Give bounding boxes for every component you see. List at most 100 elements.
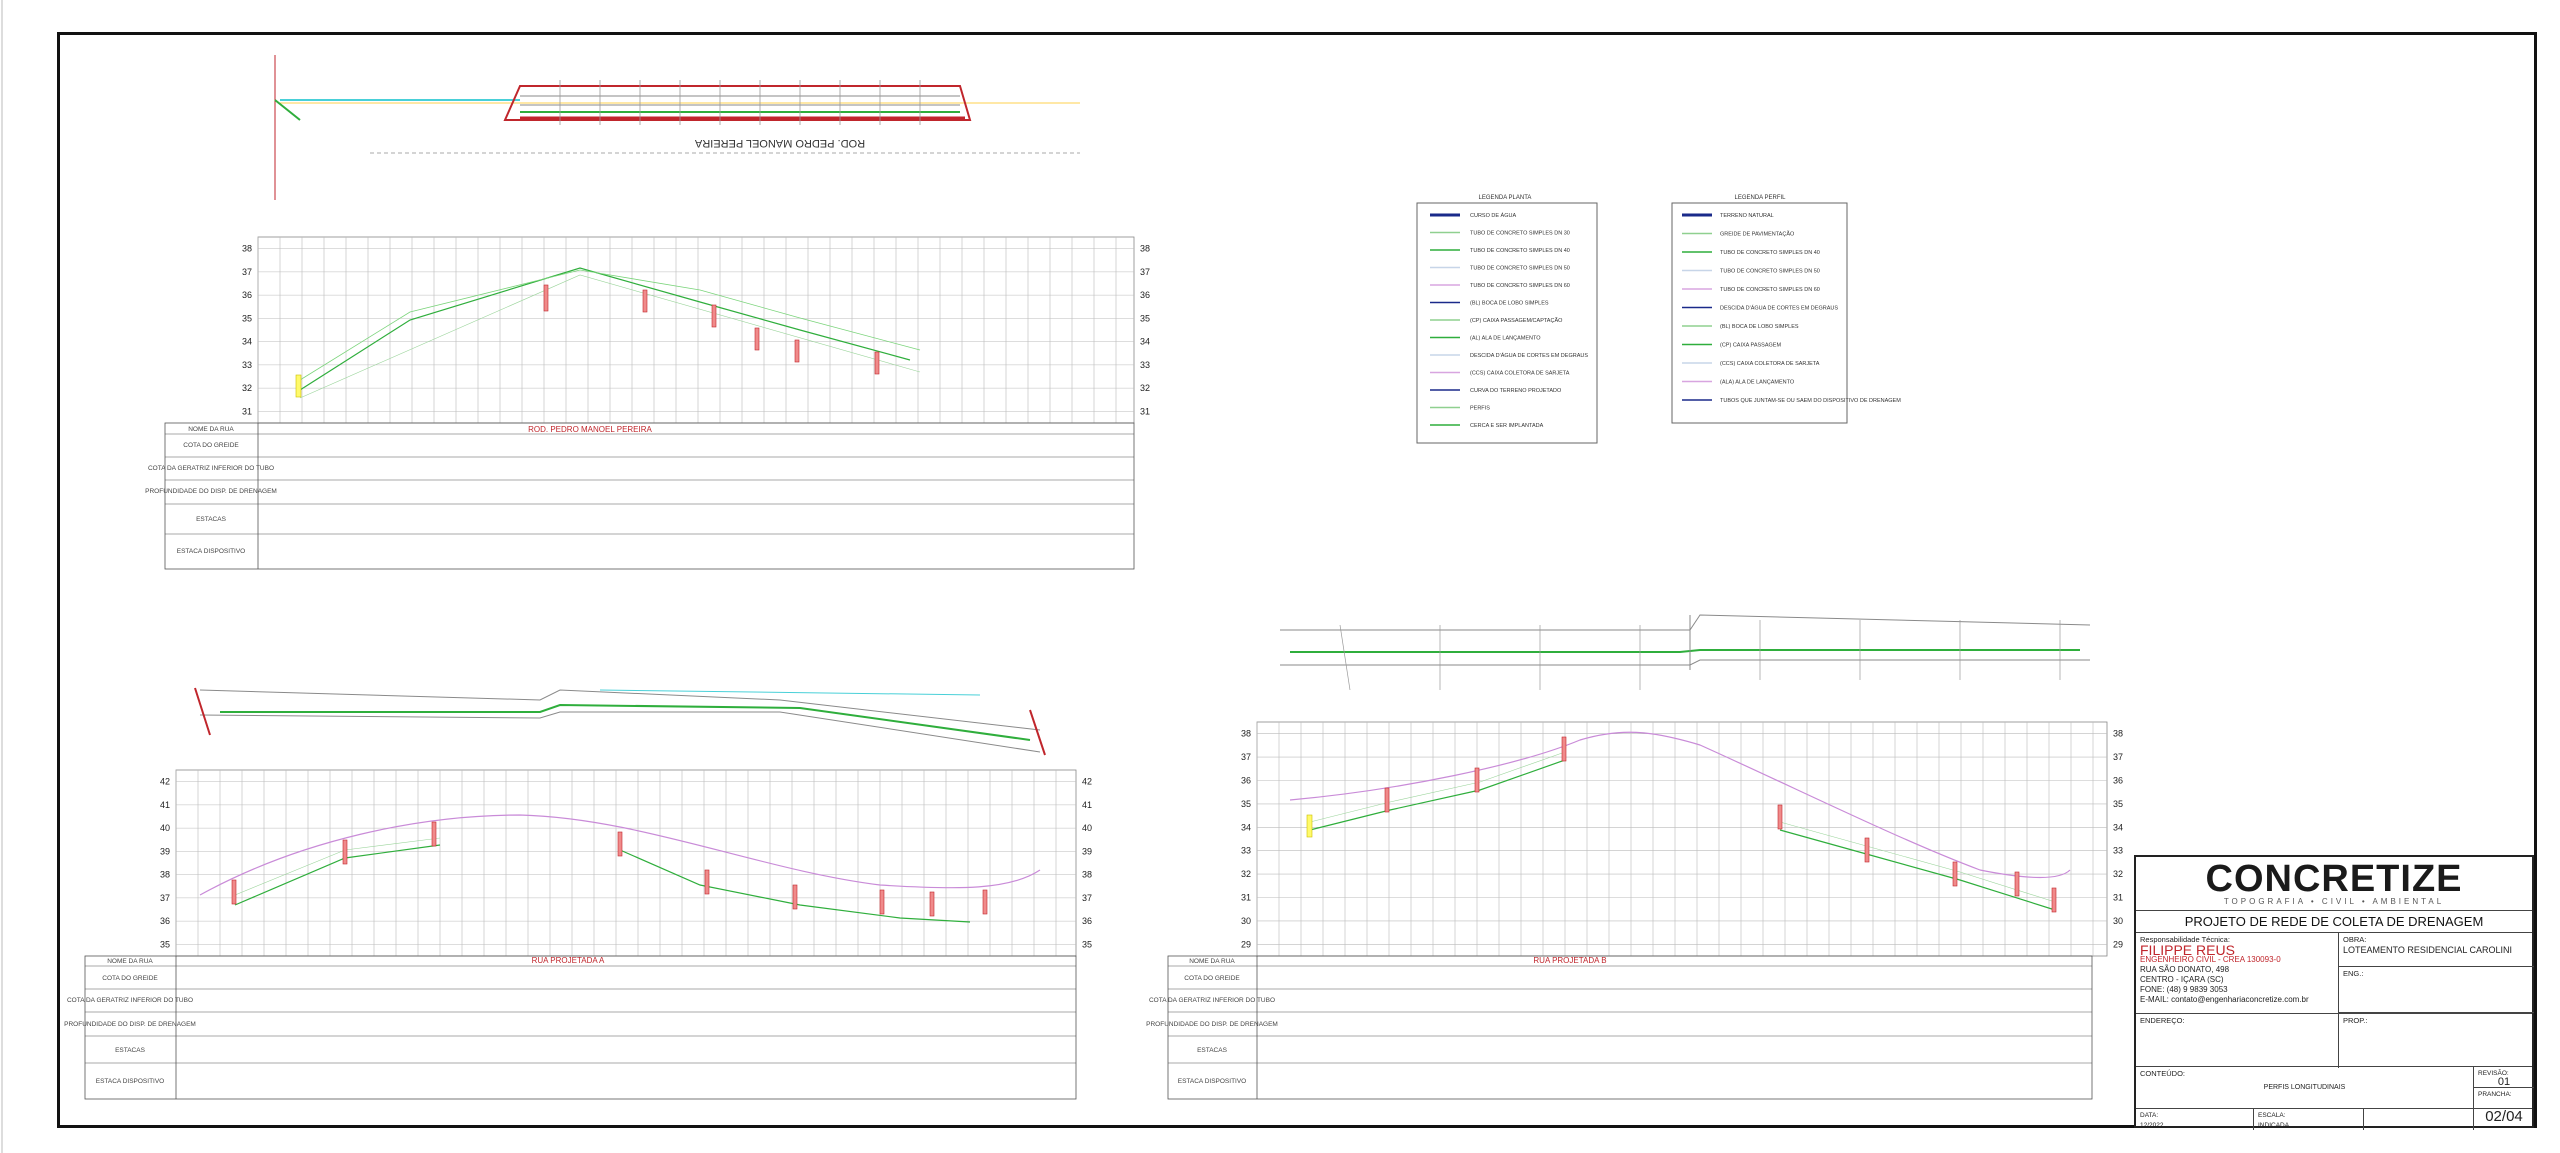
profile-right-street: RUA PROJETADA B bbox=[1533, 956, 1606, 965]
y-tick-label: 32 bbox=[1140, 383, 1150, 393]
y-tick-label: 31 bbox=[1140, 406, 1150, 416]
escala-value: INDICADA bbox=[2258, 1122, 2290, 1129]
y-tick-label: 34 bbox=[1241, 822, 1251, 832]
y-tick-label: 37 bbox=[2113, 752, 2123, 762]
legend-item: (BL) BOCA DE LOBO SIMPLES bbox=[1470, 301, 1549, 307]
legend-item: TERRENO NATURAL bbox=[1720, 213, 1774, 219]
drawing-sheet-frame bbox=[57, 32, 2537, 1128]
legend-item: CURSO DE ÁGUA bbox=[1470, 212, 1516, 219]
y-tick-label: 36 bbox=[242, 290, 252, 300]
legend-profile: LEGENDA PERFIL TERRENO NATURAL GREIDE DE … bbox=[1671, 195, 1901, 424]
prancha-value: 02/04 bbox=[2485, 1108, 2523, 1125]
legend-item: DESCIDA D'ÁGUA DE CORTES EM DEGRAUS bbox=[1720, 305, 1838, 312]
conteudo-value: PERFIS LONGITUDINAIS bbox=[2263, 1084, 2346, 1091]
profile-row-label: ESTACAS bbox=[196, 516, 227, 523]
y-tick-label: 33 bbox=[1241, 846, 1251, 856]
obra-cell: OBRA: LOTEAMENTO RESIDENCIAL CAROLINI bbox=[2339, 933, 2534, 967]
legend-item: TUBO DE CONCRETO SIMPLES DN 40 bbox=[1470, 248, 1570, 254]
legend-item: PERFIS bbox=[1470, 406, 1490, 412]
legend-item: (CCS) CAIXA COLETORA DE SARJETA bbox=[1470, 371, 1570, 377]
data-cell: DATA: 12/2022 bbox=[2136, 1109, 2254, 1130]
y-tick-label: 36 bbox=[1140, 290, 1150, 300]
plan-view-left bbox=[194, 687, 1046, 756]
obra-value: LOTEAMENTO RESIDENCIAL CAROLINI bbox=[2343, 945, 2513, 955]
y-tick-label: 36 bbox=[160, 916, 170, 926]
company-logo: CONCRETIZE TOPOGRAFIA • CIVIL • AMBIENTA… bbox=[2136, 857, 2532, 911]
profile-row-label: ESTACAS bbox=[115, 1047, 146, 1054]
revisao-value: 01 bbox=[2497, 1076, 2511, 1088]
y-tick-label: 40 bbox=[1082, 823, 1092, 833]
endereco-cell: ENDEREÇO: bbox=[2136, 1014, 2339, 1068]
y-tick-label: 38 bbox=[242, 244, 252, 254]
y-tick-label: 30 bbox=[2113, 916, 2123, 926]
y-tick-label: 32 bbox=[242, 383, 252, 393]
profile-row-label: PROFUNDIDADE DO DISP. DE DRENAGEM bbox=[145, 488, 277, 495]
legend-profile-title: LEGENDA PERFIL bbox=[1734, 195, 1786, 201]
y-tick-label: 34 bbox=[1140, 337, 1150, 347]
y-tick-label: 31 bbox=[242, 406, 252, 416]
y-tick-label: 29 bbox=[2113, 939, 2123, 949]
profile-row-label: COTA DO GREIDE bbox=[102, 975, 158, 982]
profile-right: 38 38 37 37 36 36 35 35 34 34 33 33 32 32 31 31 30 30 29 29… bbox=[1146, 721, 2123, 1100]
profile-row-label: ESTACA DISPOSITIVO bbox=[177, 548, 246, 555]
data-value: 12/2022 bbox=[2140, 1122, 2164, 1129]
legend-item: CURVA DO TERRENO PROJETADO bbox=[1470, 388, 1562, 394]
y-tick-label: 37 bbox=[1082, 893, 1092, 903]
legend-item: (ALA) ALA DE LANÇAMENTO bbox=[1720, 380, 1795, 386]
eng-cell: ENG.: bbox=[2339, 967, 2534, 1013]
y-tick-label: 38 bbox=[1140, 244, 1150, 254]
profile-row-label: NOME DA RUA bbox=[107, 958, 153, 965]
y-tick-label: 37 bbox=[1140, 267, 1150, 277]
conteudo-cell: CONTEÚDO: PERFIS LONGITUDINAIS bbox=[2136, 1067, 2474, 1109]
legend-plan-title: LEGENDA PLANTA bbox=[1479, 195, 1532, 201]
y-tick-label: 37 bbox=[160, 893, 170, 903]
title-block: CONCRETIZE TOPOGRAFIA • CIVIL • AMBIENTA… bbox=[2134, 855, 2534, 1130]
profile-row-label: NOME DA RUA bbox=[1189, 958, 1235, 965]
y-tick-label: 29 bbox=[1241, 939, 1251, 949]
engineer-name: FILIPPE REUS bbox=[2140, 942, 2235, 958]
profile-row-label: COTA DA GERATRIZ INFERIOR DO TUBO bbox=[1149, 997, 1275, 1004]
y-tick-label: 35 bbox=[1082, 939, 1092, 949]
y-tick-label: 35 bbox=[1140, 313, 1150, 323]
legend-item: DESCIDA D'ÁGUA DE CORTES EM DEGRAUS bbox=[1470, 352, 1588, 359]
profile-top-street: ROD. PEDRO MANOEL PEREIRA bbox=[528, 425, 652, 434]
profile-row-label: COTA DA GERATRIZ INFERIOR DO TUBO bbox=[67, 997, 193, 1004]
y-tick-label: 31 bbox=[2113, 893, 2123, 903]
project-title: PROJETO DE REDE DE COLETA DE DRENAGEM bbox=[2136, 911, 2532, 933]
y-tick-label: 35 bbox=[1241, 799, 1251, 809]
legend-item: (BL) BOCA DE LOBO SIMPLES bbox=[1720, 324, 1799, 330]
engineer-crea: ENGENHEIRO CIVIL - CREA 130093-0 bbox=[2140, 955, 2281, 964]
y-tick-label: 35 bbox=[2113, 799, 2123, 809]
y-tick-label: 42 bbox=[1082, 777, 1092, 787]
responsible-info: Responsabilidade Técnica: FILIPPE REUS E… bbox=[2136, 933, 2339, 1043]
legend-plan: LEGENDA PLANTA CURSO DE ÁGUA TUBO DE CONC… bbox=[1416, 195, 1598, 444]
profile-left: 42 42 41 41 40 40 39 39 38 38 37 37 36 36 35 35 RUA PRO… bbox=[64, 769, 1092, 1100]
y-tick-label: 31 bbox=[1241, 893, 1251, 903]
escala-cell: ESCALA: INDICADA bbox=[2254, 1109, 2364, 1130]
y-tick-label: 38 bbox=[1082, 870, 1092, 880]
profile-row-label: PROFUNDIDADE DO DISP. DE DRENAGEM bbox=[1146, 1021, 1278, 1028]
y-tick-label: 33 bbox=[1140, 360, 1150, 370]
blank-cell bbox=[2364, 1109, 2474, 1130]
profile-row-label: ESTACA DISPOSITIVO bbox=[1178, 1078, 1247, 1085]
legend-item: (CCS) CAIXA COLETORA DE SARJETA bbox=[1720, 361, 1820, 367]
y-tick-label: 33 bbox=[242, 360, 252, 370]
y-tick-label: 40 bbox=[160, 823, 170, 833]
profile-left-street: RUA PROJETADA A bbox=[532, 956, 605, 965]
profile-row-label: PROFUNDIDADE DO DISP. DE DRENAGEM bbox=[64, 1021, 196, 1028]
y-tick-label: 37 bbox=[242, 267, 252, 277]
profile-row-label: COTA DA GERATRIZ INFERIOR DO TUBO bbox=[148, 465, 274, 472]
legend-item: (AL) ALA DE LANÇAMENTO bbox=[1470, 336, 1541, 342]
y-tick-label: 32 bbox=[1241, 869, 1251, 879]
profile-top: 38 38 37 37 36 36 35 35 34 34 33 33 32 32 31 31 ROD. PE… bbox=[145, 236, 1150, 570]
legend-item: CERCA E SER IMPLANTADA bbox=[1470, 423, 1544, 429]
profile-row-label: ESTACA DISPOSITIVO bbox=[96, 1078, 165, 1085]
y-tick-label: 39 bbox=[1082, 846, 1092, 856]
y-tick-label: 34 bbox=[242, 337, 252, 347]
legend-item: TUBO DE CONCRETO SIMPLES DN 50 bbox=[1720, 269, 1820, 275]
legend-item: (CP) CAIXA PASSAGEM bbox=[1720, 343, 1781, 349]
y-tick-label: 37 bbox=[1241, 752, 1251, 762]
y-tick-label: 32 bbox=[2113, 869, 2123, 879]
legend-item: TUBO DE CONCRETO SIMPLES DN 30 bbox=[1470, 231, 1570, 237]
